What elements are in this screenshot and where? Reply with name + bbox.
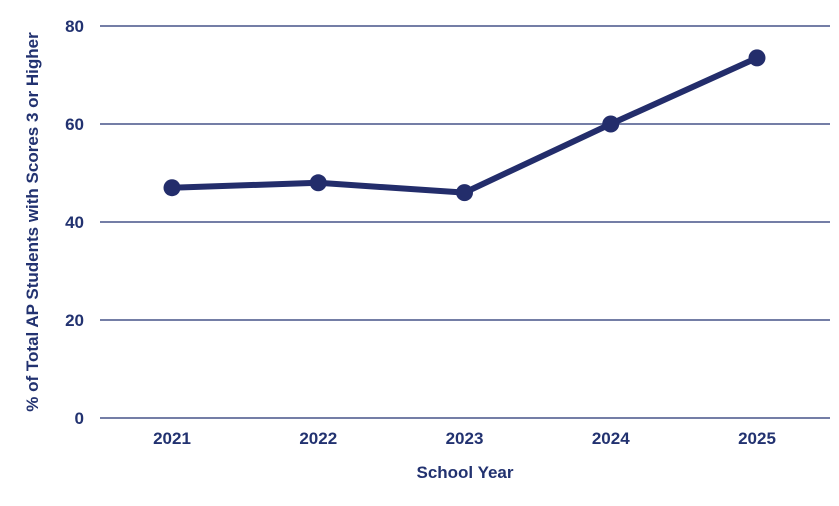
x-tick-label: 2022 <box>299 429 337 448</box>
data-point-2022 <box>309 174 327 192</box>
x-axis-title: School Year <box>416 463 513 482</box>
gridlines <box>100 25 830 419</box>
x-tick-label: 2023 <box>446 429 484 448</box>
y-tick-label: 20 <box>65 311 84 330</box>
y-axis-title: % of Total AP Students with Scores 3 or … <box>23 32 42 412</box>
y-tick-label: 40 <box>65 213 84 232</box>
x-tick-label: 2021 <box>153 429 191 448</box>
x-tick-label: 2025 <box>738 429 776 448</box>
series-line <box>169 54 760 196</box>
x-tick-label: 2024 <box>592 429 630 448</box>
data-point-2024 <box>602 115 620 133</box>
x-axis-ticks: 2021 2022 2023 2024 2025 <box>153 429 776 448</box>
y-tick-label: 0 <box>75 409 84 428</box>
y-tick-label: 60 <box>65 115 84 134</box>
data-point-2021 <box>163 179 181 197</box>
y-axis-ticks: 0 20 40 60 80 <box>65 17 84 428</box>
data-point-2025 <box>748 49 766 67</box>
y-tick-label: 80 <box>65 17 84 36</box>
data-point-2023 <box>456 184 473 202</box>
series-layer <box>163 49 766 202</box>
